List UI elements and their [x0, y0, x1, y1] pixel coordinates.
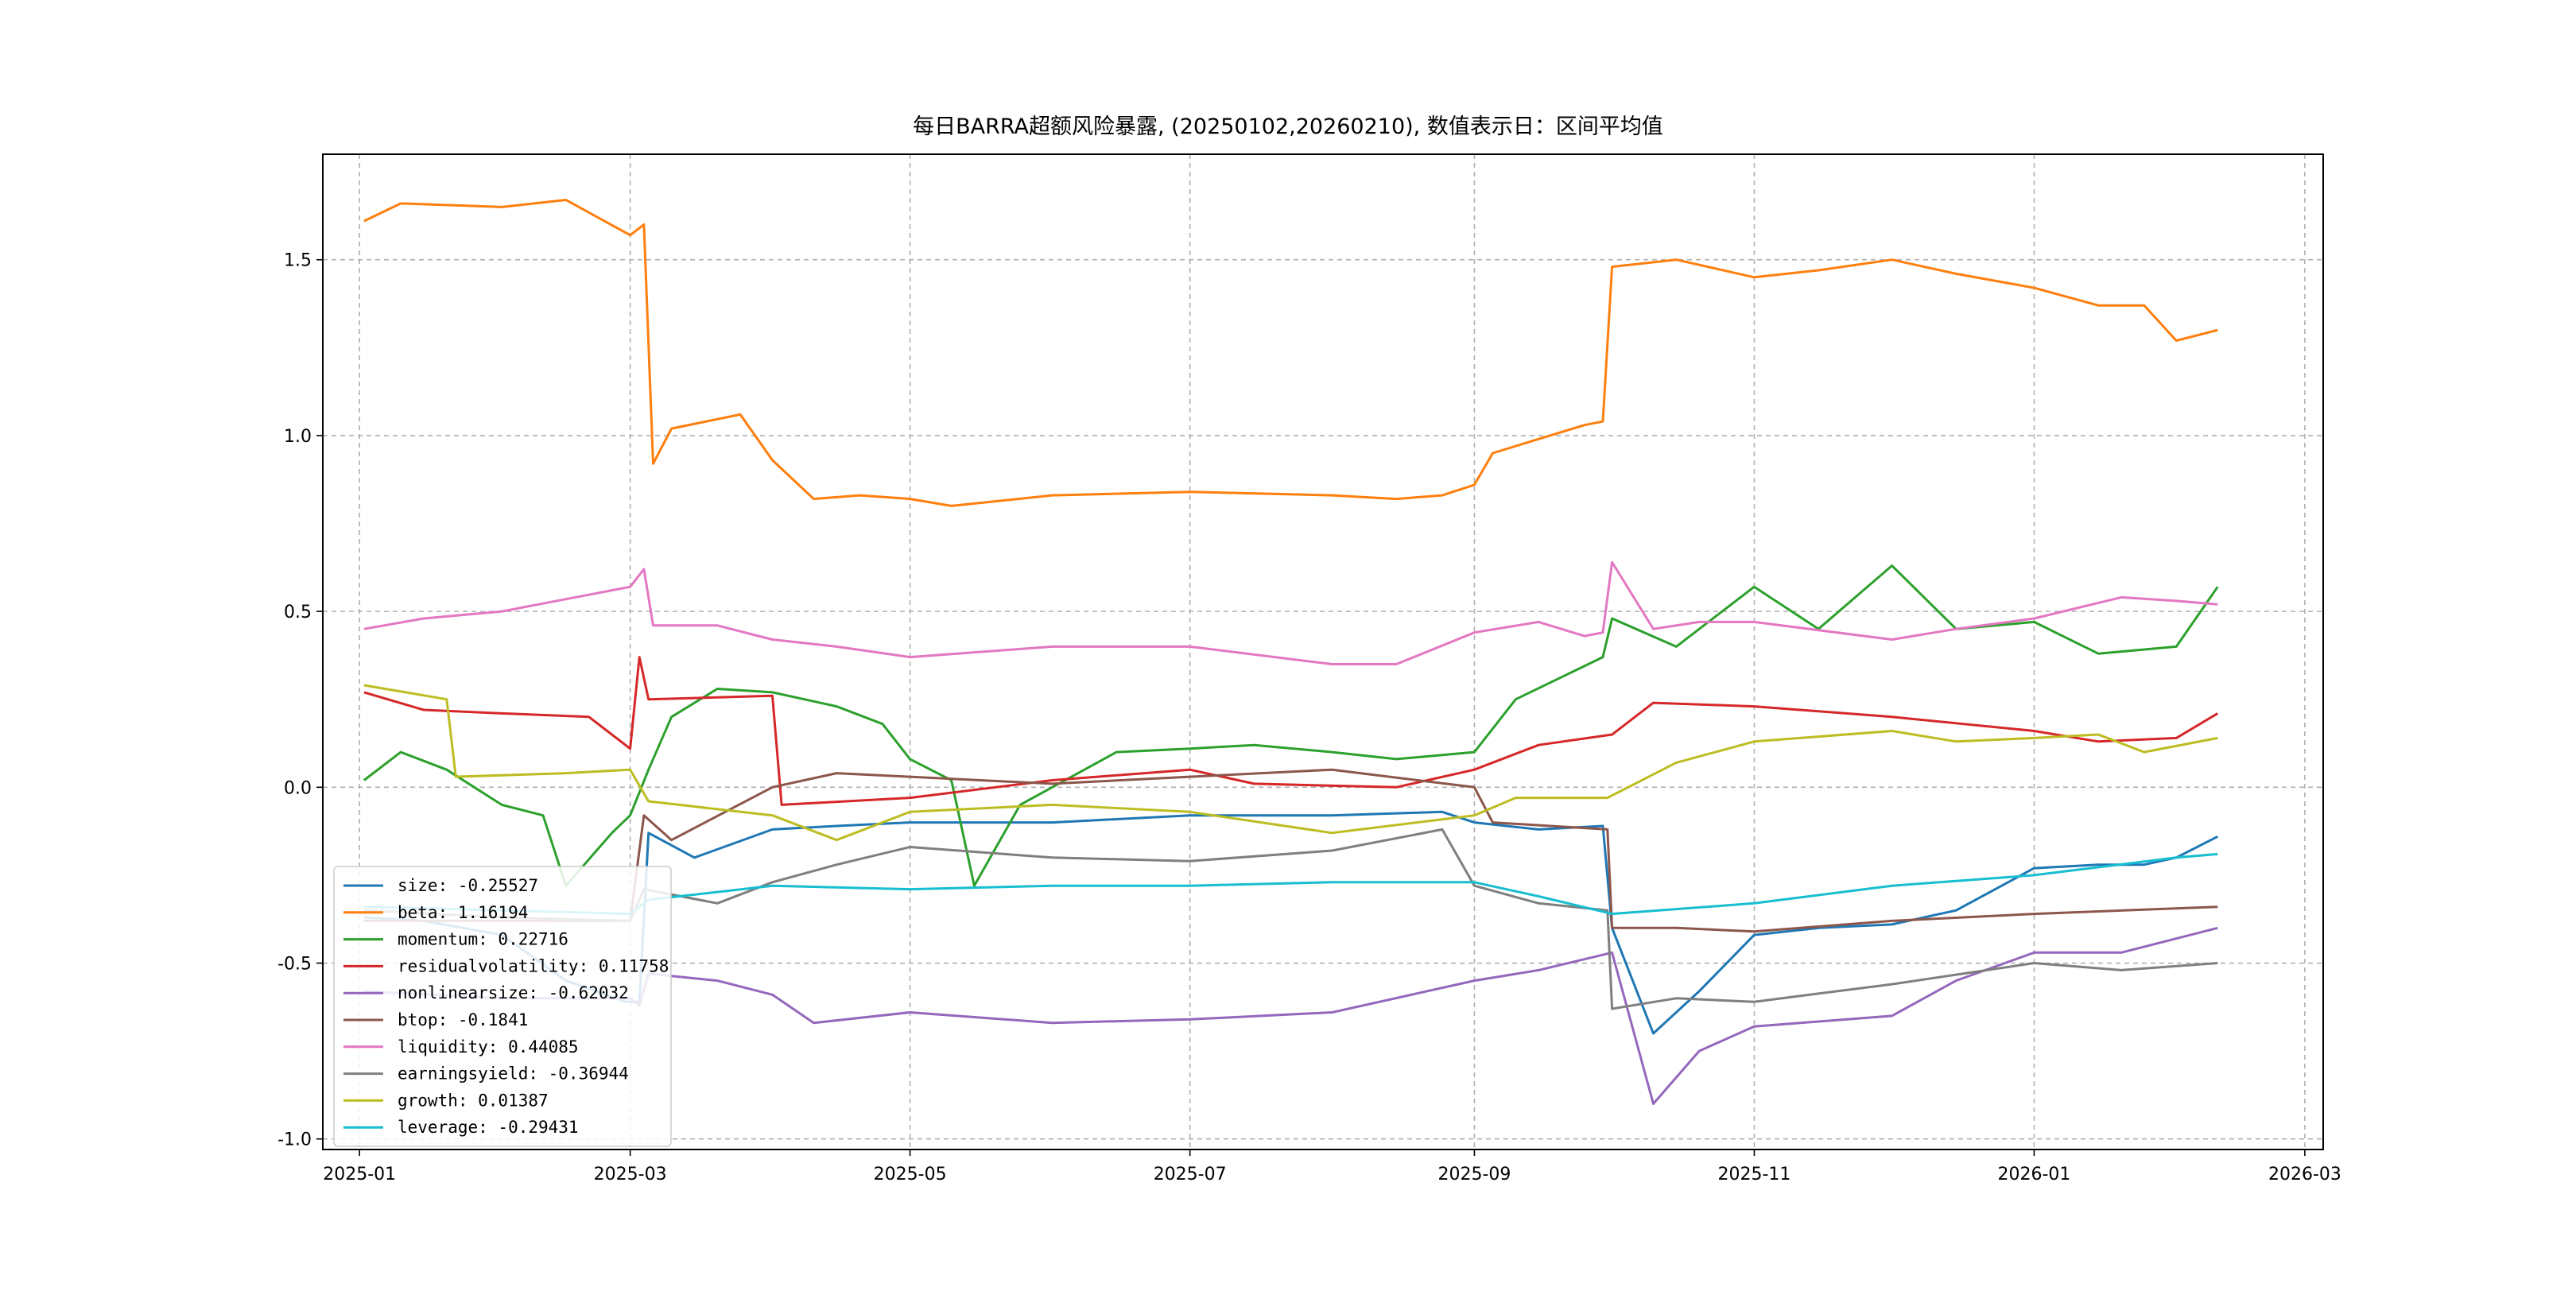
- y-tick-label: 0.5: [284, 603, 312, 622]
- chart-title: 每日BARRA超额风险暴露, (20250102,20260210), 数值表示…: [913, 114, 1663, 139]
- x-tick-label: 2025-03: [594, 1165, 667, 1184]
- legend-entry-earningsyield: earningsyield: -0.36944: [398, 1064, 629, 1084]
- legend-entry-btop: btop: -0.1841: [398, 1010, 528, 1029]
- legend-entry-growth: growth: 0.01387: [398, 1091, 549, 1110]
- axes: 2025-01 2025-03 2025-05 2025-07 2025-09 2025-…: [277, 251, 2341, 1184]
- legend-box: [333, 866, 672, 1147]
- legend-entry-liquidity: liquidity: 0.44085: [398, 1037, 579, 1056]
- legend-entry-leverage: leverage: -0.29431: [398, 1118, 579, 1137]
- y-tick-label: 0.0: [284, 778, 312, 798]
- x-tick-label: 2025-11: [1717, 1165, 1790, 1184]
- x-tick-label: 2026-03: [2268, 1165, 2341, 1184]
- legend-entry-residualvolatility: residualvolatility: 0.11758: [398, 956, 669, 975]
- x-tick-label: 2025-07: [1154, 1165, 1227, 1184]
- legend-entry-size: size: -0.25527: [398, 876, 538, 895]
- series-line-growth: [363, 684, 2218, 842]
- series-line-beta: [363, 199, 2218, 507]
- series-line-btop: [363, 768, 2218, 933]
- legend: size: -0.25527 beta: 1.16194 momentum: 0.2…: [333, 866, 672, 1147]
- x-tick-label: 2026-01: [1997, 1165, 2070, 1184]
- legend-entry-nonlinearsize: nonlinearsize: -0.62032: [398, 983, 629, 1002]
- legend-entry-momentum: momentum: 0.22716: [398, 930, 568, 949]
- x-tick-label: 2025-01: [323, 1165, 396, 1184]
- x-tick-label: 2025-05: [874, 1165, 947, 1184]
- legend-entry-beta: beta: 1.16194: [398, 903, 528, 922]
- series-line-liquidity: [363, 560, 2218, 665]
- y-tick-label: -1.0: [277, 1130, 312, 1150]
- y-tick-label: -0.5: [277, 955, 312, 975]
- y-tick-label: 1.0: [284, 427, 312, 447]
- plot-frame: [322, 153, 2324, 1150]
- series-line-residualvolatility: [363, 656, 2219, 806]
- y-tick-label: 1.5: [284, 251, 312, 271]
- series-lines: [363, 199, 2219, 1105]
- x-tick-label: 2025-09: [1437, 1165, 1511, 1184]
